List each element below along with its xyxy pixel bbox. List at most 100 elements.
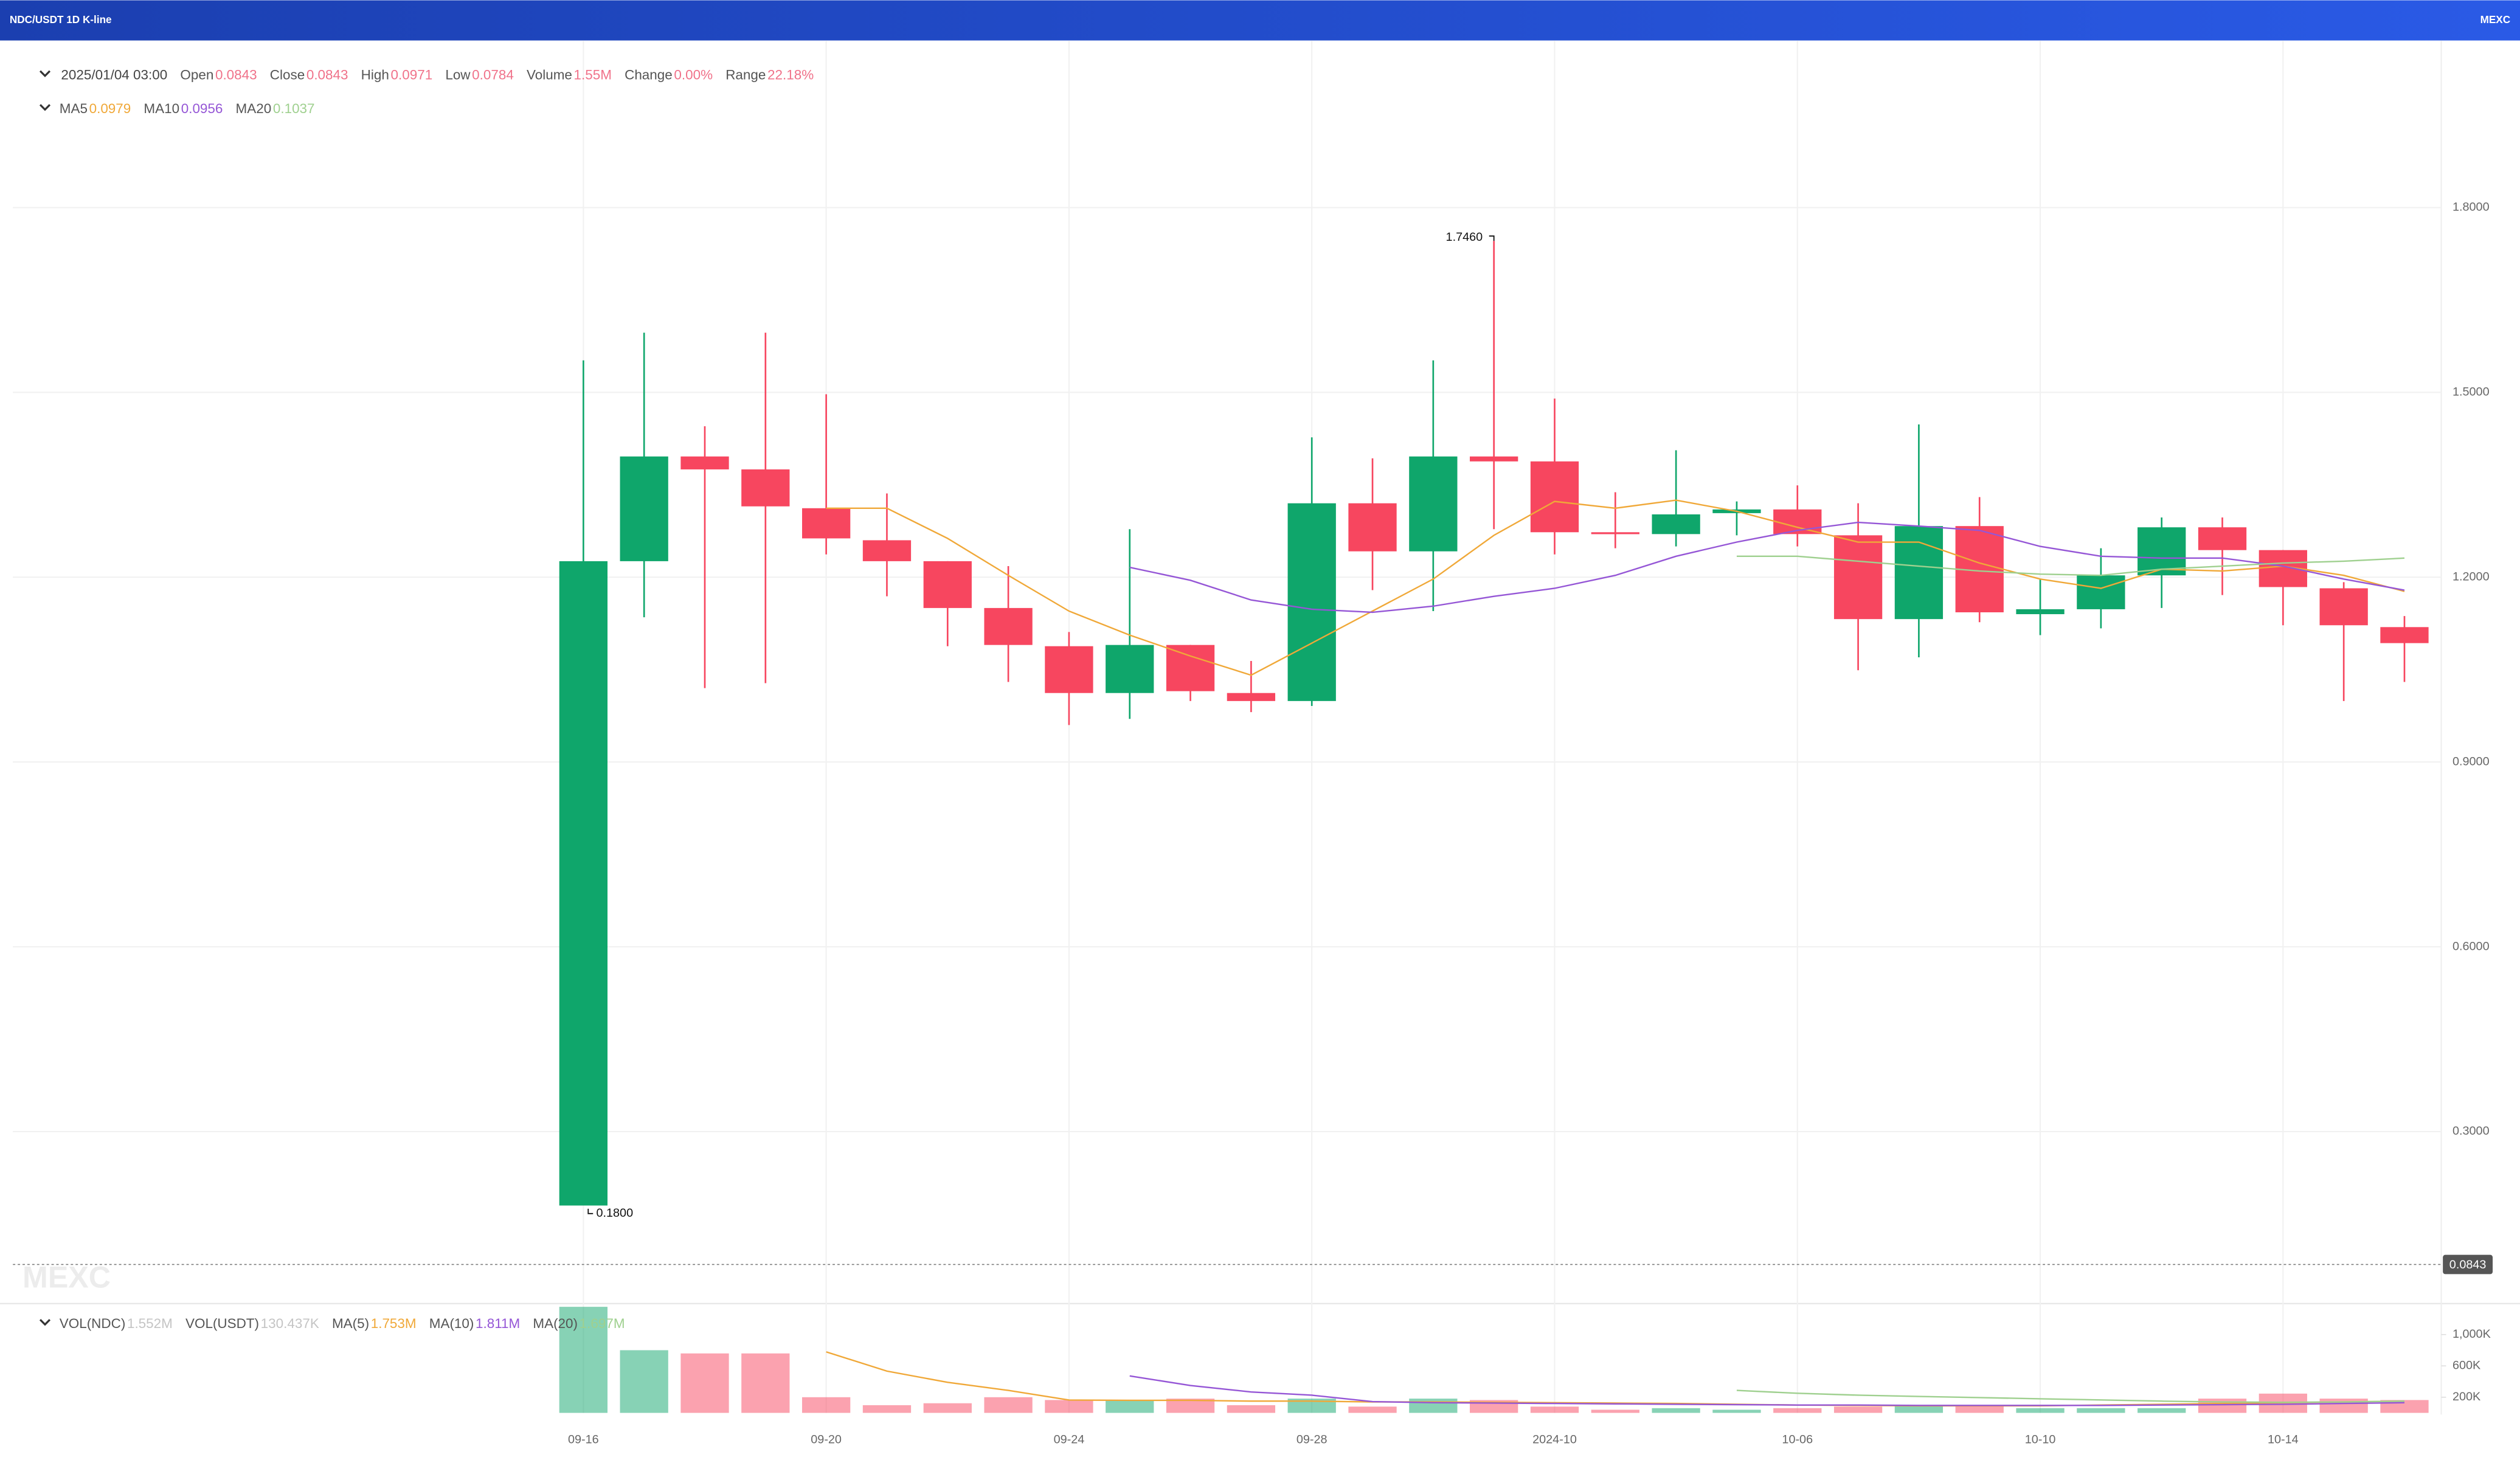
header-title: NDC/USDT 1D K-line — [10, 13, 112, 26]
info-item: 0.0971 — [391, 67, 433, 83]
info-item: MA5 — [60, 101, 88, 116]
info-row: MA5 0.0979 MA10 0.0956 MA20 0.1037 — [60, 101, 315, 116]
volume-bar — [559, 1307, 608, 1413]
candle-body — [2198, 527, 2247, 550]
candle-body — [620, 456, 668, 561]
info-item: 1.552M — [127, 1316, 173, 1331]
y-tick-label: 0.3000 — [2452, 1124, 2490, 1138]
x-tick-label: 09-20 — [811, 1433, 842, 1447]
info-item: VOL(NDC) — [60, 1316, 126, 1331]
low-annotation: 0.1800 — [597, 1206, 634, 1220]
candle-body — [1652, 514, 1700, 534]
candle-body — [1287, 503, 1336, 701]
info-item: 1.811M — [476, 1316, 520, 1331]
candle-body — [1470, 456, 1518, 462]
volume-bar — [1409, 1399, 1458, 1413]
volume-bar — [2198, 1399, 2247, 1413]
info-item: 0.0843 — [306, 67, 348, 83]
info-item: MA(20) — [533, 1316, 578, 1331]
y-tick-label: 1.8000 — [2452, 201, 2490, 214]
collapse-toggle[interactable] — [39, 104, 51, 111]
volume-bar — [620, 1350, 668, 1413]
info-item: 0.1037 — [273, 101, 315, 116]
info-item: Change — [625, 67, 673, 83]
candle-body — [862, 540, 912, 561]
info-item: 0.0843 — [215, 67, 257, 83]
info-item: 1.697M — [580, 1316, 625, 1331]
volume-bar — [2138, 1408, 2186, 1413]
candle-body — [741, 469, 790, 507]
volume-bar — [1287, 1399, 1336, 1413]
info-item: High — [361, 67, 389, 83]
volume-bar — [1712, 1409, 1761, 1413]
info-item: 2025/01/04 03:00 — [61, 67, 167, 83]
volume-bar — [680, 1353, 729, 1413]
volume-bar — [741, 1353, 790, 1413]
volume-bar — [801, 1397, 851, 1413]
volume-bar — [1773, 1408, 1822, 1413]
info-item: MA(10) — [429, 1316, 474, 1331]
candle-body — [559, 561, 608, 1206]
info-item: 0.0979 — [89, 101, 131, 116]
collapse-toggle[interactable] — [39, 70, 51, 77]
volume-bar — [1045, 1400, 1093, 1413]
info-item: 130.437K — [261, 1316, 319, 1331]
info-row: 2025/01/04 03:00 Open 0.0843 Close 0.0843 Hig… — [61, 67, 814, 83]
volume-bar — [2016, 1408, 2065, 1413]
high-annotation: 1.7460 — [1446, 230, 1483, 244]
candle-body — [2319, 588, 2368, 626]
info-item: 0.0784 — [472, 67, 514, 83]
volume-bar — [1894, 1405, 1944, 1413]
y-tick-label: 0.6000 — [2452, 939, 2490, 953]
candle-body — [2138, 527, 2186, 576]
header-bar — [0, 0, 2520, 41]
volume-bar — [1955, 1405, 2004, 1413]
volume-bar — [2319, 1399, 2368, 1413]
info-item: 22.18% — [767, 67, 814, 83]
candle-body — [680, 456, 729, 469]
candle-body — [2380, 627, 2429, 643]
ma-line — [826, 499, 2405, 676]
candle-body — [801, 508, 851, 539]
x-tick-label: 2024-10 — [1532, 1433, 1577, 1447]
info-item: Range — [725, 67, 766, 83]
x-tick-label: 09-16 — [568, 1433, 599, 1447]
volume-ma-line — [1736, 1389, 2404, 1403]
volume-bar — [1591, 1409, 1639, 1413]
collapse-toggle[interactable] — [39, 1319, 51, 1326]
info-item: Low — [445, 67, 471, 83]
candle-body — [1530, 461, 1579, 533]
volume-bar — [1833, 1406, 1883, 1413]
volume-bar — [923, 1403, 972, 1413]
info-item: MA20 — [236, 101, 272, 116]
candle-body — [923, 561, 972, 608]
last-price-box — [2443, 1254, 2493, 1275]
ma-line — [1129, 521, 2405, 614]
candle-body — [1166, 645, 1215, 691]
candle-body — [1894, 526, 1944, 620]
info-item: 0.0956 — [181, 101, 223, 116]
info-item: Open — [180, 67, 213, 83]
candle-body — [1409, 456, 1458, 552]
y-tick-label: 1.2000 — [2452, 570, 2490, 583]
y-tick-label: 0.9000 — [2452, 755, 2490, 768]
info-item: MA10 — [144, 101, 179, 116]
volume-bar — [1530, 1406, 1579, 1413]
y-tick-label: 200K — [2452, 1390, 2480, 1403]
ma-line — [1736, 555, 2405, 576]
info-item: MA(5) — [332, 1316, 369, 1331]
candle-body — [1227, 693, 1276, 701]
annotation-arrow — [1489, 235, 1495, 241]
info-item: 0.00% — [674, 67, 713, 83]
volume-ma-line — [826, 1351, 2404, 1407]
volume-bar — [1652, 1408, 1700, 1413]
info-item: Close — [270, 67, 305, 83]
watermark: MEXC — [22, 1260, 111, 1294]
info-item: 1.55M — [574, 67, 612, 83]
x-tick-label: 10-06 — [1782, 1433, 1813, 1447]
volume-bar — [1348, 1406, 1397, 1413]
y-tick-label: 1.5000 — [2452, 386, 2490, 399]
last-price-label: 0.0843 — [2449, 1258, 2487, 1271]
x-tick-label: 10-10 — [2025, 1433, 2056, 1447]
